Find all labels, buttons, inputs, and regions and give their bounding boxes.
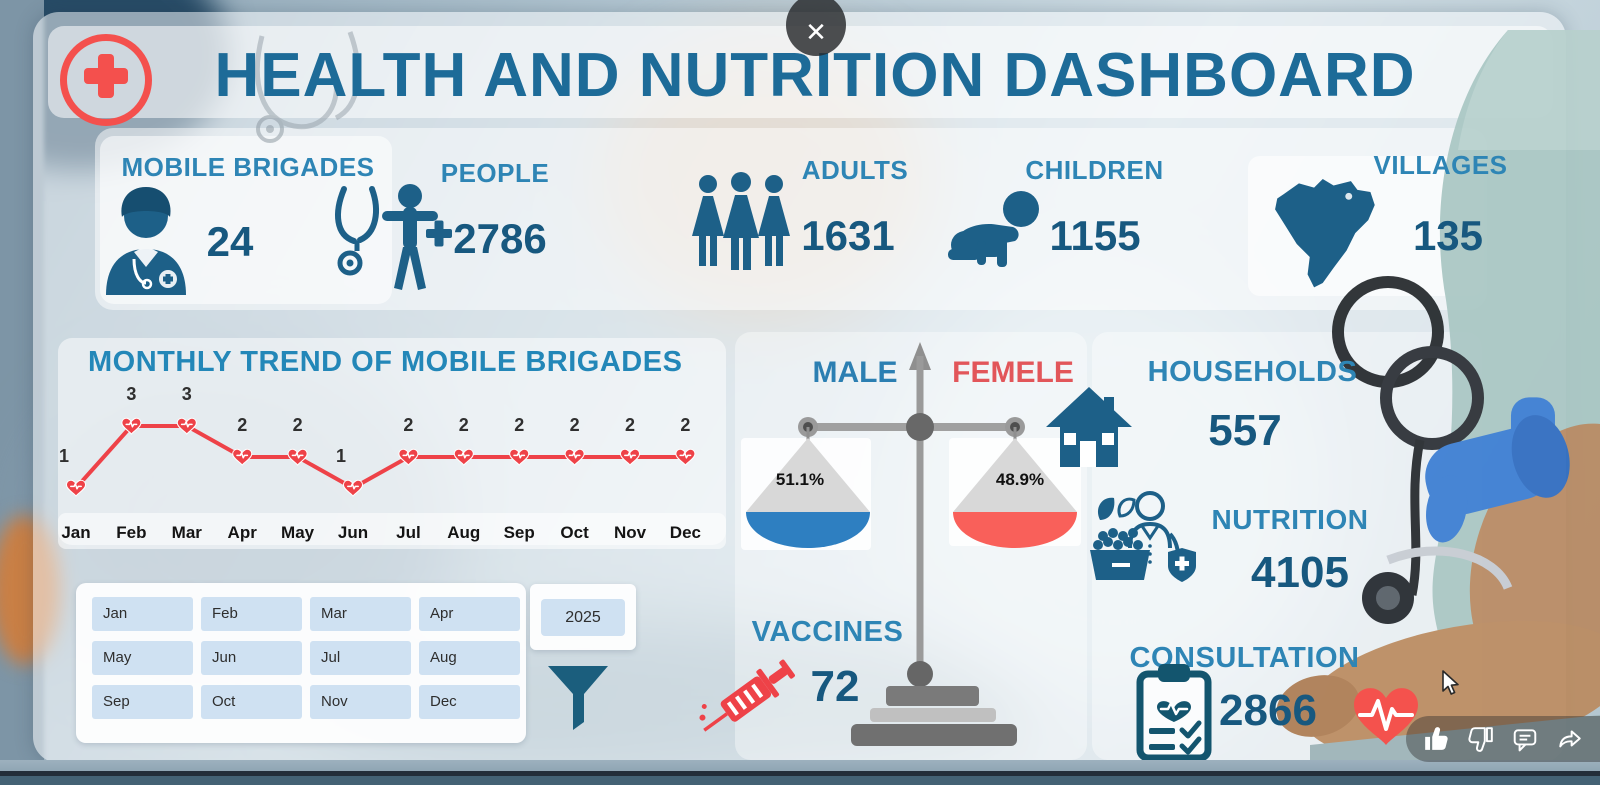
svg-text:3: 3: [182, 384, 192, 404]
female-percentage: 48.9%: [995, 470, 1045, 489]
funnel-icon[interactable]: [546, 664, 610, 732]
trend-chart-svg: 1 Jan 3 Feb 3 Mar 2 Apr 2 May 1 Jun 2 Jul 2 Aug 2 Sep 2 Oct…: [59, 384, 701, 542]
svg-text:2: 2: [570, 415, 580, 435]
stat-value-adults: 1631: [801, 212, 895, 259]
svg-text:2: 2: [293, 415, 303, 435]
slicer-month-feb[interactable]: Feb: [201, 597, 302, 631]
stat-label-mobile-brigades: MOBILE BRIGADES: [121, 152, 375, 182]
svg-text:1: 1: [59, 446, 69, 466]
stat-label-adults: ADULTS: [801, 155, 909, 185]
vaccines-label: VACCINES: [751, 616, 904, 648]
red-cross-logo: [60, 34, 152, 126]
slicer-month-dec[interactable]: Dec: [419, 685, 520, 719]
slicer-month-apr[interactable]: Apr: [419, 597, 520, 631]
svg-text:3: 3: [126, 384, 136, 404]
close-button[interactable]: ✕: [786, 0, 846, 56]
stat-label-villages: VILLAGES: [1373, 150, 1508, 180]
slicer-month-mar[interactable]: Mar: [310, 597, 411, 631]
slicer-month-sep[interactable]: Sep: [92, 685, 193, 719]
year-slicer-button[interactable]: 2025: [541, 599, 625, 636]
mouse-cursor: [1442, 670, 1459, 695]
thumbs-down-icon[interactable]: [1468, 726, 1494, 752]
month-axis-band: [58, 513, 726, 549]
stethoscope-photo: [254, 31, 361, 143]
bottom-edge: [0, 776, 1600, 785]
nutrition-icon: [1090, 491, 1196, 582]
svg-text:Dec: Dec: [670, 523, 701, 542]
nutrition-value: 4105: [1251, 548, 1349, 597]
slicer-month-oct[interactable]: Oct: [201, 685, 302, 719]
trend-chart-title: MONTHLY TREND OF MOBILE BRIGADES: [88, 346, 683, 378]
brazil-map-icon: [1275, 179, 1375, 288]
svg-text:Feb: Feb: [116, 523, 146, 542]
stat-value-villages: 135: [1412, 212, 1484, 259]
thumbs-up-icon[interactable]: [1423, 726, 1449, 752]
slicer-month-jan[interactable]: Jan: [92, 597, 193, 631]
svg-text:Jul: Jul: [396, 523, 421, 542]
svg-text:Sep: Sep: [504, 523, 535, 542]
video-reaction-bar: [1406, 716, 1600, 762]
stat-value-people: 2786: [453, 215, 547, 262]
male-label: MALE: [812, 356, 898, 389]
svg-text:2: 2: [237, 415, 247, 435]
svg-text:1: 1: [336, 446, 346, 466]
slicer-month-nov[interactable]: Nov: [310, 685, 411, 719]
households-value: 557: [1208, 406, 1282, 455]
syringe-icon: [699, 659, 795, 732]
heart-ecg-icon: [1354, 688, 1418, 745]
bottom-dark-line: [0, 771, 1600, 776]
comment-icon[interactable]: [1512, 726, 1538, 752]
clipboard-checklist-icon: [1136, 664, 1212, 762]
vaccines-value: 72: [810, 662, 860, 711]
stat-value-children: 1155: [1049, 212, 1141, 259]
svg-text:2: 2: [403, 415, 413, 435]
consultation-value: 2866: [1219, 686, 1317, 735]
nurse-photo: [1276, 30, 1600, 785]
svg-text:2: 2: [680, 415, 690, 435]
svg-text:Oct: Oct: [560, 523, 589, 542]
slicer-month-jul[interactable]: Jul: [310, 641, 411, 675]
svg-text:Jun: Jun: [338, 523, 368, 542]
crawling-baby-icon: [948, 191, 1039, 267]
doctor-icon: [106, 187, 186, 295]
slicer-month-jun[interactable]: Jun: [201, 641, 302, 675]
svg-text:Nov: Nov: [614, 523, 647, 542]
balance-scale: [741, 342, 1081, 746]
trend-chart-panel: [58, 338, 726, 545]
adults-group-icon: [692, 172, 790, 270]
stat-value-mobile-brigades: 24: [206, 218, 254, 265]
slicer-month-aug[interactable]: Aug: [419, 641, 520, 675]
person-stethoscope-icon: [335, 184, 452, 290]
svg-text:Aug: Aug: [447, 523, 480, 542]
stat-label-children: CHILDREN: [1025, 155, 1164, 185]
svg-text:2: 2: [625, 415, 635, 435]
svg-text:Apr: Apr: [228, 523, 258, 542]
stat-label-people: PEOPLE: [440, 158, 550, 188]
female-label: FEMELE: [952, 356, 1074, 389]
male-percentage: 51.1%: [775, 470, 825, 489]
house-icon: [1046, 387, 1132, 467]
nutrition-label: NUTRITION: [1211, 504, 1369, 535]
households-label: HOUSEHOLDS: [1147, 356, 1358, 388]
svg-text:2: 2: [459, 415, 469, 435]
svg-text:2: 2: [514, 415, 524, 435]
month-slicer: Jan Feb Mar Apr May Jun Jul Aug Sep Oct Nov Dec: [92, 597, 520, 719]
svg-text:Mar: Mar: [172, 523, 203, 542]
svg-text:May: May: [281, 523, 315, 542]
svg-text:Jan: Jan: [61, 523, 90, 542]
slicer-month-may[interactable]: May: [92, 641, 193, 675]
share-icon[interactable]: [1557, 726, 1583, 752]
